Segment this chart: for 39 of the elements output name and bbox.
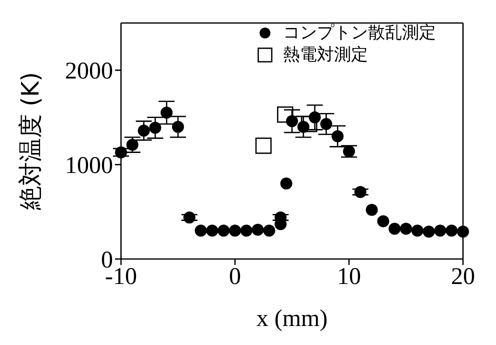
point [377,215,390,228]
point [206,224,218,237]
point [138,124,150,137]
x-tick-label: 0 [229,264,241,290]
point [194,224,207,237]
x-axis-title: x (mm) [256,306,328,332]
point [115,146,127,158]
point [255,138,272,154]
legend-label: 熱電対測定 [283,44,368,66]
y-tick-label: 2000 [65,58,113,85]
point [332,130,344,142]
point [277,106,294,123]
point [457,226,469,238]
point [366,204,378,216]
y-tick-label: 1000 [65,153,113,180]
point [183,211,196,224]
point [218,224,230,237]
point [434,224,446,237]
point [160,106,173,119]
point [240,224,252,237]
point [229,224,241,237]
point [411,224,424,237]
y-axis-title: 絶対温度 (K) [16,72,45,212]
point [388,222,401,235]
point [422,226,435,238]
point [446,224,458,237]
point [320,118,332,130]
point [126,138,138,151]
point [149,122,162,134]
point [252,224,264,236]
x-tick-label: 10 [337,264,361,290]
point [280,177,292,190]
legend-label: コンプトン散乱測定 [283,22,436,44]
point [343,145,355,158]
x-tick-label: 20 [451,264,475,290]
point [400,222,412,235]
point [354,186,366,198]
point [172,120,184,133]
point [263,224,276,237]
